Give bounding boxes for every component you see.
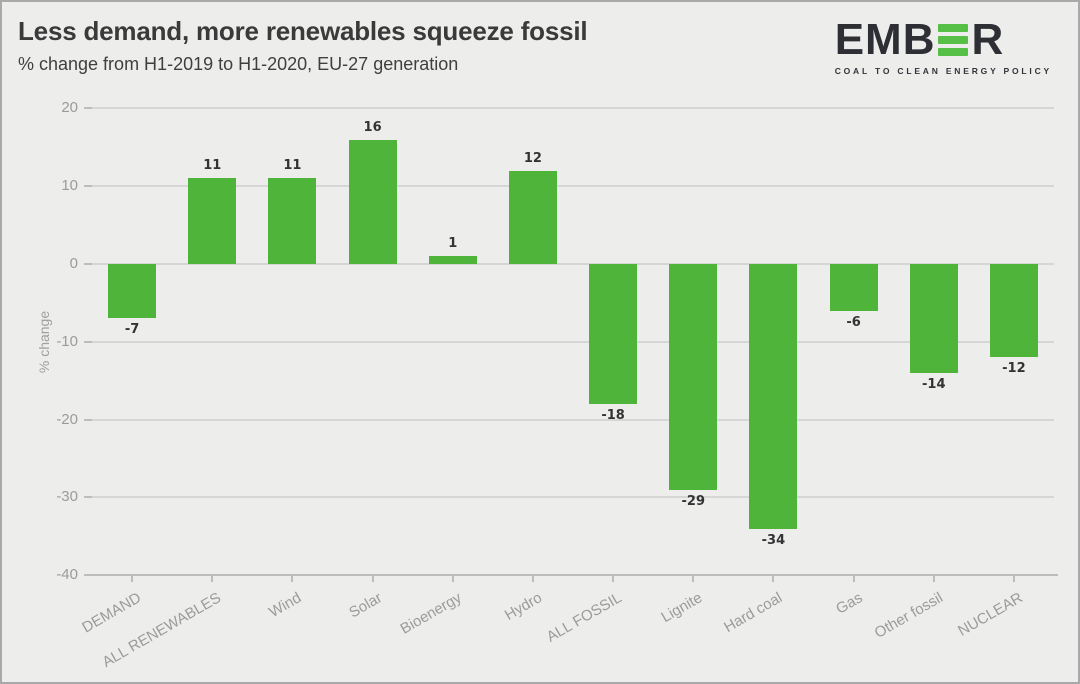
bar-value-label: -14: [922, 376, 946, 392]
y-axis-tick: [84, 263, 92, 265]
gridline--10: [92, 340, 1054, 343]
bar-value-label: 16: [363, 119, 382, 135]
x-tick-label-gas: Gas: [833, 589, 866, 618]
bar-nuclear: [989, 264, 1038, 358]
bar-value-label: -7: [124, 322, 140, 338]
gridline--20: [92, 418, 1054, 421]
bar-value-label: 11: [203, 158, 222, 174]
x-tick-label-wind: Wind: [266, 589, 305, 622]
x-axis-tick: [932, 575, 935, 582]
ember-logo-e-bars-icon: [938, 23, 969, 57]
y-axis-tick: [84, 107, 92, 110]
y-tick-label: -20: [56, 410, 78, 428]
bar-value-label: 1: [448, 236, 458, 252]
x-axis-tick: [1012, 575, 1015, 582]
bar-value-label: -29: [681, 493, 706, 509]
y-axis-tick: [84, 418, 92, 421]
x-tick-label-other-fossil: Other fossil: [871, 589, 946, 642]
x-axis-tick: [772, 575, 775, 582]
bar-wind: [268, 178, 317, 264]
x-tick-label-nuclear: NUCLEAR: [955, 589, 1026, 640]
ember-logo-wordmark: EMB R: [835, 18, 1052, 62]
x-axis-tick: [852, 575, 855, 582]
x-tick-label-bioenergy: Bioenergy: [397, 589, 465, 638]
x-tick-label-hard-coal: Hard coal: [721, 589, 786, 637]
bar-gas: [829, 264, 878, 311]
chart-title: Less demand, more renewables squeeze fos…: [18, 16, 588, 46]
y-tick-label: 0: [69, 255, 78, 272]
y-tick-label: 10: [61, 177, 78, 195]
bar-other-fossil: [909, 264, 958, 373]
bar-all-fossil: [589, 264, 638, 405]
y-tick-label: -40: [56, 566, 78, 584]
x-axis-tick: [531, 575, 534, 582]
bar-demand: [108, 264, 157, 319]
gridline--30: [92, 496, 1054, 499]
x-axis-tick: [612, 575, 615, 582]
bar-value-label: -12: [1002, 361, 1026, 377]
y-axis-tick: [84, 496, 92, 499]
x-axis-tick: [131, 575, 134, 582]
x-axis-tick: [371, 575, 374, 582]
ember-logo-text-right: R: [971, 15, 1005, 64]
x-tick-label-demand: DEMAND: [79, 589, 145, 637]
bar-bioenergy: [428, 256, 477, 264]
ember-logo-tagline: COAL TO CLEAN ENERGY POLICY: [834, 66, 1052, 76]
gridline-0: [92, 263, 1054, 265]
x-tick-label-hydro: Hydro: [501, 589, 545, 624]
x-axis-tick: [291, 575, 294, 582]
x-axis-tick: [211, 575, 214, 582]
x-axis-tick: [451, 575, 454, 582]
bar-all-renewables: [188, 178, 237, 264]
y-tick-label: -10: [56, 332, 78, 350]
bar-solar: [348, 139, 397, 264]
ember-logo: EMB R COAL TO CLEAN ENERGY POLICY: [834, 18, 1052, 77]
x-tick-label-all-fossil: ALL FOSSIL: [544, 589, 626, 646]
bar-value-label: -6: [846, 314, 861, 330]
bar-hard-coal: [749, 264, 798, 529]
x-tick-label-solar: Solar: [345, 589, 385, 622]
gridline-20: [92, 107, 1054, 110]
y-tick-label: -30: [56, 488, 78, 506]
x-axis-tick: [692, 575, 695, 582]
y-axis-tick: [84, 340, 92, 343]
bar-value-label: 12: [523, 150, 542, 166]
gridline-10: [92, 185, 1054, 188]
bar-lignite: [669, 264, 718, 490]
y-axis-tick: [84, 185, 92, 188]
ember-logo-text-left: EMB: [834, 15, 936, 64]
bar-value-label: -18: [601, 408, 625, 424]
x-axis-line: [92, 574, 1058, 576]
bar-hydro: [508, 170, 557, 264]
bar-value-label: -34: [761, 532, 786, 548]
bar-value-label: 11: [283, 158, 302, 174]
x-tick-label-lignite: Lignite: [658, 589, 706, 627]
chart-subtitle: % change from H1-2019 to H1-2020, EU-27 …: [18, 54, 459, 74]
y-axis-tick: [84, 574, 92, 577]
y-tick-label: 20: [61, 99, 78, 117]
